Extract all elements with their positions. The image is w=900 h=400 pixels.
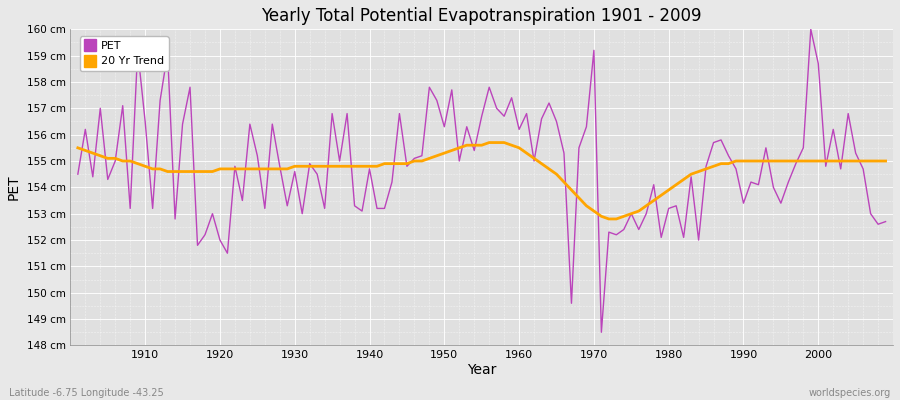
Legend: PET, 20 Yr Trend: PET, 20 Yr Trend	[80, 36, 168, 71]
X-axis label: Year: Year	[467, 363, 497, 377]
Text: worldspecies.org: worldspecies.org	[809, 388, 891, 398]
Text: Latitude -6.75 Longitude -43.25: Latitude -6.75 Longitude -43.25	[9, 388, 164, 398]
Title: Yearly Total Potential Evapotranspiration 1901 - 2009: Yearly Total Potential Evapotranspiratio…	[262, 7, 702, 25]
Y-axis label: PET: PET	[7, 174, 21, 200]
